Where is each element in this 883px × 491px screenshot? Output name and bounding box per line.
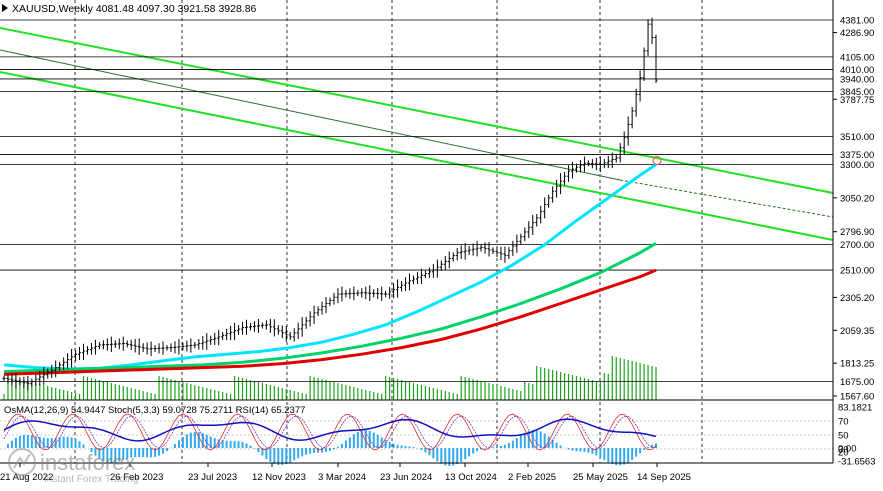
rsi-line bbox=[3, 418, 657, 442]
price-level-tag bbox=[834, 63, 882, 76]
y-tick-label: 1567.60 bbox=[840, 392, 874, 403]
indicator-scale-label: -31.6563 bbox=[838, 457, 876, 468]
volume-bars bbox=[3, 356, 657, 400]
brand-logo: instaforex Instant Forex Trading bbox=[8, 448, 139, 485]
x-tick-label: 21 Aug 2022 bbox=[0, 472, 53, 483]
logo-icon bbox=[8, 448, 36, 476]
x-tick-label: 13 Oct 2024 bbox=[445, 472, 497, 483]
price-level-label: 4010.00 bbox=[840, 65, 874, 76]
collapse-icon bbox=[2, 4, 8, 12]
indicator-scale-label: 20 bbox=[838, 448, 849, 459]
price-level-tag bbox=[834, 50, 882, 63]
y-tick-label: 1813.25 bbox=[840, 359, 874, 370]
y-tick-label: 4286.90 bbox=[840, 28, 874, 39]
price-level-tag bbox=[834, 148, 882, 161]
moving-average-line bbox=[3, 242, 657, 374]
y-tick-label: 2305.20 bbox=[840, 293, 874, 304]
x-tick-label: 25 May 2025 bbox=[573, 472, 628, 483]
price-level-tag bbox=[834, 72, 882, 85]
price-level-label: 3300.00 bbox=[840, 160, 874, 171]
price-level-label: 3940.00 bbox=[840, 74, 874, 85]
price-level-tag bbox=[834, 85, 882, 98]
trend-channel bbox=[0, 27, 834, 241]
price-level-label: 3375.00 bbox=[840, 150, 874, 161]
y-tick-label: 3787.75 bbox=[840, 95, 874, 106]
price-level-label: 2700.00 bbox=[840, 240, 874, 251]
x-tick-label: 2 Feb 2025 bbox=[508, 472, 556, 483]
price-level-tag bbox=[834, 238, 882, 251]
price-level-label: 3510.00 bbox=[840, 132, 874, 143]
price-level-label: 4381.00 bbox=[840, 16, 874, 27]
logo-tagline: Instant Forex Trading bbox=[44, 474, 139, 485]
price-level-tag bbox=[834, 158, 882, 171]
moving-average-line bbox=[3, 268, 657, 376]
channel-mid-extension bbox=[619, 179, 834, 218]
price-level-tag bbox=[834, 130, 882, 143]
price-series bbox=[2, 17, 662, 391]
x-tick-label: 3 Mar 2024 bbox=[318, 472, 366, 483]
indicator-scale-label: 50 bbox=[838, 431, 849, 442]
indicator-label: OsMA(12,26,9) 54.9447 Stoch(5,3,3) 59.07… bbox=[4, 405, 305, 416]
price-level-label: 3845.00 bbox=[840, 87, 874, 98]
x-tick-label: 23 Jul 2023 bbox=[188, 472, 237, 483]
x-tick-label: 14 Sep 2025 bbox=[637, 472, 691, 483]
channel-mid-line bbox=[0, 49, 621, 181]
logo-text: instaforex bbox=[40, 450, 135, 475]
chart-header: XAUUSD,Weekly 4081.48 4097.30 3921.58 39… bbox=[2, 3, 257, 15]
indicator-scale-label: 30 bbox=[838, 445, 849, 456]
price-level-label: 1675.00 bbox=[840, 377, 874, 388]
price-level-label: 4105.00 bbox=[840, 52, 874, 63]
x-tick-label: 12 Nov 2023 bbox=[252, 472, 306, 483]
y-tick-label: 2796.90 bbox=[840, 227, 874, 238]
x-tick-label: 23 Jun 2024 bbox=[380, 472, 432, 483]
channel-lower-line bbox=[0, 71, 834, 241]
price-level-label: 2510.00 bbox=[840, 266, 874, 277]
touch-marker bbox=[652, 155, 662, 166]
indicator-scale-label: 70 bbox=[838, 417, 849, 428]
y-tick-label: 2059.35 bbox=[840, 326, 874, 337]
x-tick-label: 26 Feb 2023 bbox=[110, 472, 163, 483]
y-tick-label: 3050.20 bbox=[840, 193, 874, 204]
channel-upper-line bbox=[0, 27, 834, 194]
price-level-tag bbox=[834, 14, 882, 26]
time-axis: 21 Aug 2022 26 Feb 2023 23 Jul 2023 12 Nov … bbox=[0, 463, 691, 483]
price-level-tag bbox=[834, 264, 882, 277]
price-level-tag bbox=[834, 375, 882, 388]
stochastic-signal-line bbox=[3, 415, 657, 449]
logo-mark bbox=[13, 453, 31, 469]
price-axis: 4286.90 3787.75 3050.20 2796.90 2305.20 2059.… bbox=[0, 0, 874, 464]
indicator-scale-label: 0.00 bbox=[838, 444, 857, 455]
symbol-ohlc-text: XAUUSD,Weekly 4081.48 4097.30 3921.58 39… bbox=[12, 3, 257, 15]
indicator-scale-label: 83.1821 bbox=[838, 403, 872, 414]
moving-averages bbox=[3, 163, 657, 376]
